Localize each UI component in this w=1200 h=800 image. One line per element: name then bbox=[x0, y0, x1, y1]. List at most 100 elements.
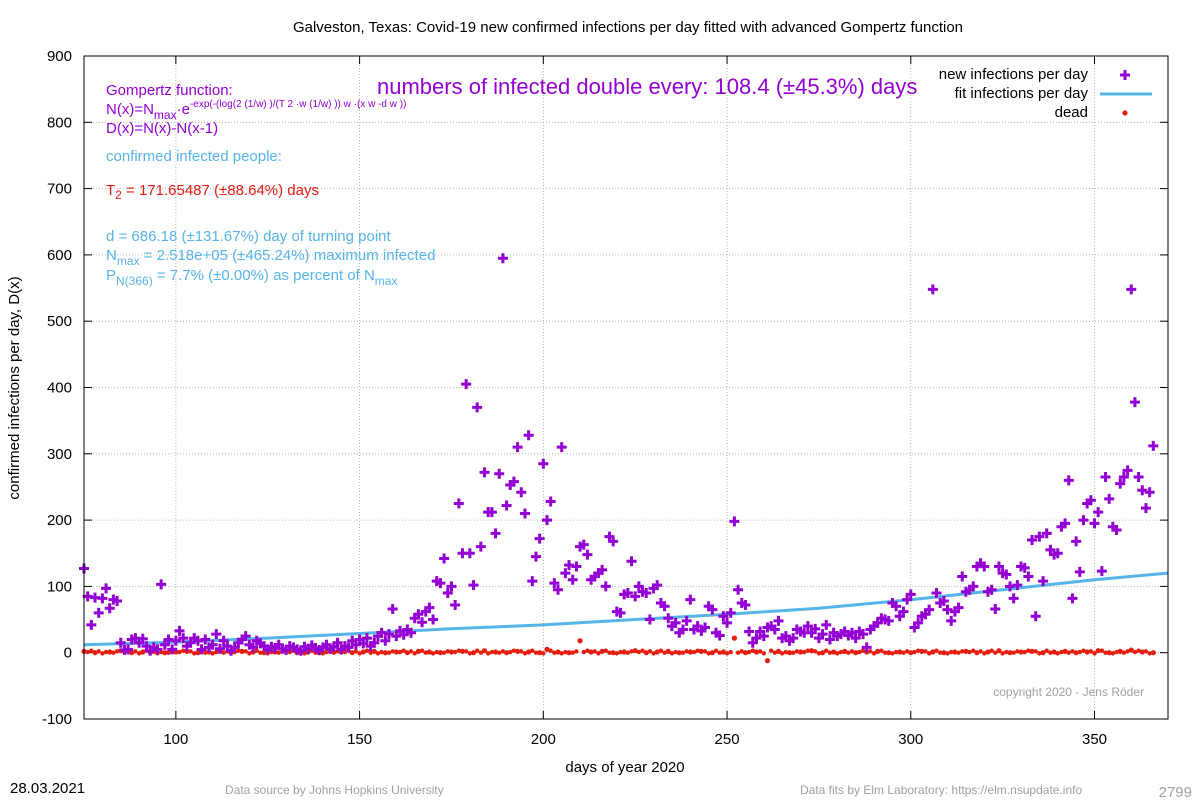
infection-point bbox=[1133, 472, 1144, 483]
infection-point bbox=[1093, 507, 1104, 518]
legend-label-infections: new infections per day bbox=[939, 66, 1089, 83]
dead-point bbox=[901, 650, 906, 655]
infection-point bbox=[1137, 485, 1148, 496]
p-sub2: max bbox=[375, 274, 398, 288]
dead-point bbox=[1106, 650, 1112, 656]
infection-point bbox=[361, 633, 372, 644]
y-tick-label: 800 bbox=[47, 114, 72, 131]
infection-point bbox=[475, 541, 486, 552]
dead-point bbox=[1128, 647, 1134, 653]
infection-point bbox=[1034, 531, 1045, 542]
dead-point bbox=[552, 650, 557, 655]
dead-point bbox=[566, 650, 572, 656]
infection-point bbox=[953, 602, 964, 613]
dead-point bbox=[691, 649, 697, 655]
infection-point bbox=[644, 614, 655, 625]
infection-point bbox=[788, 633, 799, 644]
infection-point bbox=[670, 617, 681, 628]
dead-point bbox=[181, 648, 186, 653]
dead-point bbox=[247, 651, 252, 656]
infection-point bbox=[714, 630, 725, 641]
infection-point bbox=[211, 629, 222, 640]
infection-point bbox=[883, 615, 894, 626]
dead-point bbox=[1048, 650, 1053, 655]
dead-point bbox=[662, 650, 667, 655]
dead-point bbox=[739, 649, 744, 654]
infection-point bbox=[248, 642, 259, 653]
infection-point bbox=[508, 476, 519, 487]
dead-point bbox=[107, 649, 113, 655]
dead-point bbox=[665, 648, 671, 654]
infection-point bbox=[1038, 576, 1049, 587]
dead-point bbox=[709, 650, 715, 656]
dead-point bbox=[1077, 649, 1083, 655]
dead-point bbox=[915, 648, 921, 653]
dead-point bbox=[702, 649, 708, 654]
infection-point bbox=[810, 623, 821, 634]
y-tick-label: 0 bbox=[64, 645, 72, 662]
infection-point bbox=[1071, 536, 1082, 547]
dead-point bbox=[956, 650, 961, 655]
dead-point bbox=[114, 649, 120, 654]
dead-point bbox=[1073, 650, 1079, 656]
infection-point bbox=[534, 533, 545, 544]
infection-point bbox=[597, 564, 608, 575]
footer-id: 2799 bbox=[1159, 784, 1192, 800]
infection-point bbox=[214, 643, 225, 654]
dead-point bbox=[647, 649, 653, 654]
infection-point bbox=[218, 635, 229, 646]
y-tick-label: 100 bbox=[47, 578, 72, 595]
infection-point bbox=[86, 619, 97, 630]
dead-point bbox=[802, 649, 807, 655]
dead-point bbox=[100, 651, 105, 656]
y-tick-label: 400 bbox=[47, 380, 72, 397]
dead-point bbox=[1040, 650, 1046, 656]
infection-point bbox=[178, 633, 189, 644]
infection-point bbox=[850, 633, 861, 644]
y-tick-label: 600 bbox=[47, 247, 72, 264]
dead-point bbox=[188, 649, 193, 654]
dead-point bbox=[1092, 651, 1097, 656]
infection-point bbox=[924, 604, 935, 615]
infection-point bbox=[769, 624, 780, 635]
infection-point bbox=[472, 402, 483, 413]
dead-point bbox=[842, 648, 848, 654]
dead-point bbox=[816, 651, 822, 656]
dead-point bbox=[467, 651, 473, 656]
dead-point bbox=[982, 651, 987, 656]
dead-point bbox=[1084, 649, 1090, 655]
infection-point bbox=[744, 626, 755, 637]
dead-point bbox=[1059, 649, 1064, 655]
dead-point bbox=[831, 649, 837, 655]
p-sub: N(366) bbox=[116, 274, 153, 288]
dead-point bbox=[592, 649, 597, 654]
dead-point bbox=[1051, 649, 1057, 655]
dead-point bbox=[492, 649, 499, 655]
infection-point bbox=[358, 638, 369, 649]
infection-point bbox=[167, 644, 178, 655]
dead-point bbox=[720, 649, 726, 655]
infection-point bbox=[938, 595, 949, 606]
dead-point bbox=[786, 650, 793, 656]
dead-point bbox=[835, 651, 840, 656]
dead-point bbox=[393, 649, 399, 655]
dead-point bbox=[846, 650, 851, 655]
x-axis-label: days of year 2020 bbox=[565, 759, 684, 776]
dead-point bbox=[508, 649, 513, 655]
dead-point bbox=[430, 651, 436, 656]
infection-point bbox=[446, 581, 457, 592]
infection-point bbox=[802, 621, 813, 632]
nmax-sub: max bbox=[117, 254, 140, 268]
dead-point bbox=[1114, 649, 1119, 655]
dead-point bbox=[324, 649, 329, 655]
legend-label-fit: fit infections per day bbox=[955, 85, 1089, 102]
legend: new infections per day fit infections pe… bbox=[939, 66, 1152, 121]
infection-point bbox=[1019, 562, 1030, 573]
infection-point bbox=[718, 611, 729, 622]
dead-point bbox=[360, 649, 366, 655]
dead-point bbox=[1070, 649, 1075, 654]
dead-point bbox=[221, 650, 226, 655]
chart-title: Galveston, Texas: Covid-19 new confirmed… bbox=[293, 19, 963, 36]
dead-point bbox=[989, 648, 994, 653]
dead-point bbox=[621, 649, 627, 655]
